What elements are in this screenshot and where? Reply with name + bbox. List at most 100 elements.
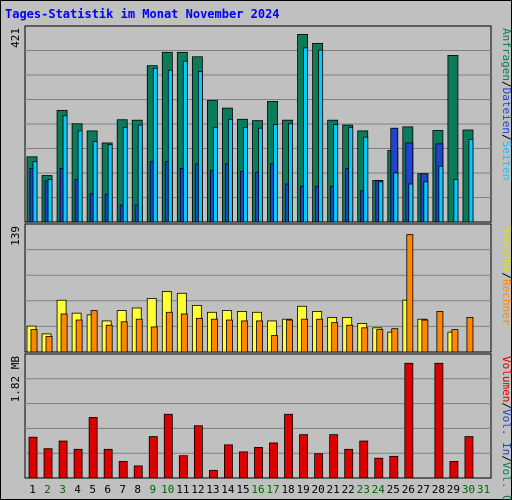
bar-rechner [451, 329, 459, 353]
bar-volumen [178, 455, 188, 479]
bar-rechner [30, 329, 38, 353]
bar-volumen [284, 413, 293, 479]
bar-seiten [468, 138, 474, 223]
bar-seiten [212, 126, 218, 223]
bar-rechner [436, 311, 444, 353]
bar-volumen [88, 417, 98, 479]
bar-rechner [180, 313, 188, 353]
bar-volumen [133, 465, 143, 479]
bar-volumen [148, 436, 158, 479]
bar-rechner [256, 320, 263, 353]
bar-seiten [107, 144, 113, 223]
bar-volumen [404, 362, 414, 479]
x-tick-label: 9 [149, 483, 156, 496]
bar-volumen [359, 440, 369, 479]
right-axis-label-2: Besuche/Rechner [500, 226, 512, 326]
bar-volumen [103, 448, 113, 479]
bar-rechner [210, 318, 218, 353]
x-tick-label: 24 [372, 483, 386, 496]
bar-seiten [47, 179, 53, 223]
right-axis-label-part: Volumen [500, 356, 512, 402]
bar-rechner [60, 313, 68, 353]
bar-rechner [90, 310, 98, 353]
bar-rechner [241, 320, 248, 353]
x-tick-label: 17 [266, 483, 279, 496]
bar-rechner [346, 324, 354, 353]
right-axis-label-part: / [500, 81, 512, 88]
bar-rechner [406, 234, 414, 353]
x-tick-label: 16 [251, 483, 264, 496]
bar-seiten [453, 179, 459, 223]
bar-volumen [208, 469, 218, 479]
bar-seiten [258, 127, 263, 223]
bar-seiten [438, 165, 444, 223]
bar-volumen [449, 461, 459, 479]
bar-volumen [193, 425, 203, 479]
bar-volumen [73, 448, 83, 479]
x-tick-label: 15 [236, 483, 249, 496]
bar-volumen [314, 453, 324, 479]
bar-seiten [378, 181, 384, 223]
right-axis-label-part: Besuche [500, 226, 512, 272]
bar-seiten [363, 136, 369, 223]
bar-seiten [408, 183, 414, 223]
bar-seiten [152, 67, 158, 223]
x-tick-label: 2 [44, 483, 51, 496]
bar-seiten [122, 126, 128, 223]
bar-volumen [163, 413, 173, 479]
bar-seiten [333, 124, 339, 223]
x-tick-label: 20 [312, 483, 325, 496]
bar-rechner [120, 321, 128, 353]
bar-rechner [331, 322, 339, 353]
x-tick-label: 8 [134, 483, 141, 496]
x-tick-label: 7 [119, 483, 126, 496]
bar-rechner [195, 317, 203, 353]
bar-seiten [393, 172, 399, 223]
right-axis-label-part: Vol. Out [500, 462, 512, 500]
bar-rechner [286, 319, 293, 353]
x-tick-label: 26 [402, 483, 415, 496]
bar-seiten [303, 47, 309, 223]
bar-volumen [434, 362, 444, 479]
x-tick-label: 31 [477, 483, 490, 496]
bar-rechner [466, 317, 474, 353]
bar-volumen [239, 451, 248, 479]
bar-volumen [269, 442, 278, 479]
y-max-label-2: 139 [9, 226, 22, 246]
bar-seiten [228, 118, 233, 223]
bar-seiten [167, 69, 173, 223]
right-axis-label-part: / [500, 402, 512, 409]
x-tick-label: 4 [74, 483, 81, 496]
x-tick-label: 12 [191, 483, 204, 496]
bar-volumen [58, 440, 68, 479]
bar-rechner [150, 326, 158, 353]
bar-seiten [197, 71, 203, 223]
bar-rechner [165, 311, 173, 353]
bar-volumen [118, 461, 128, 479]
bar-seiten [288, 123, 293, 223]
bar-volumen [389, 455, 399, 479]
x-tick-label: 11 [176, 483, 189, 496]
x-tick-label: 27 [417, 483, 430, 496]
bar-rechner [301, 318, 309, 353]
bar-seiten [423, 181, 429, 223]
bar-seiten [182, 60, 188, 223]
bar-rechner [75, 319, 83, 353]
x-tick-label: 1 [29, 483, 36, 496]
bar-seiten [137, 124, 143, 223]
bar-seiten [318, 49, 324, 223]
y-max-label-3: 1.82 MB [9, 356, 22, 403]
x-tick-label: 21 [327, 483, 340, 496]
bar-volumen [344, 448, 354, 479]
bar-seiten [77, 130, 83, 223]
bar-rechner [391, 328, 399, 353]
bar-volumen [254, 447, 263, 479]
bar-rechner [45, 336, 53, 353]
x-tick-label: 25 [387, 483, 400, 496]
bar-rechner [226, 319, 233, 353]
bar-volumen [28, 436, 38, 479]
bar-volumen [374, 457, 384, 479]
x-tick-label: 18 [281, 483, 294, 496]
page-title: Tages-Statistik im Monat November 2024 [5, 7, 280, 21]
